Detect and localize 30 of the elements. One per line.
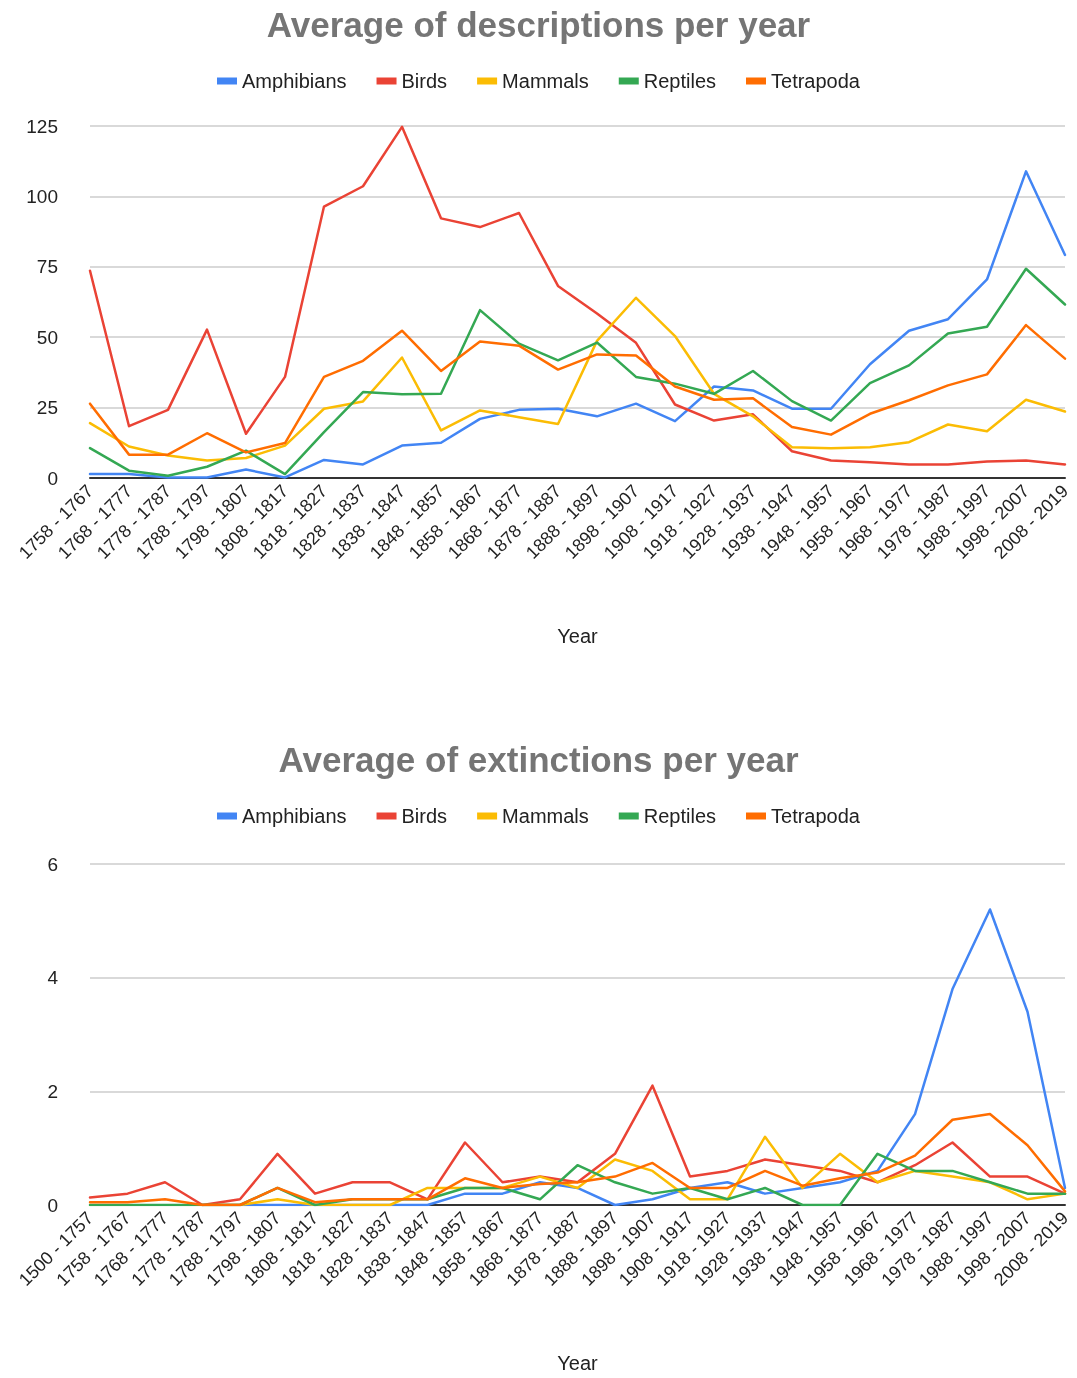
legend-label: Amphibians	[242, 805, 347, 827]
legend-label: Birds	[401, 805, 448, 827]
legend-label: Reptiles	[643, 70, 717, 92]
legend-label: Reptiles	[643, 805, 717, 827]
legend-label: Birds	[401, 70, 448, 92]
x-axis-title: Year	[557, 625, 599, 647]
legend-label: Amphibians	[242, 70, 347, 92]
y-tick-label: 25	[36, 397, 58, 419]
legend-label: Mammals	[502, 70, 589, 92]
line-series	[88, 323, 1067, 456]
chart-title: Average of extinctions per year	[278, 740, 799, 779]
y-tick-label: 2	[47, 1080, 58, 1102]
y-tick-label: 125	[26, 115, 58, 137]
line-series	[88, 1112, 1067, 1207]
line-series	[88, 170, 1067, 479]
y-tick-label: 0	[47, 1194, 58, 1216]
y-tick-label: 4	[47, 967, 59, 989]
y-tick-label: 50	[36, 326, 58, 348]
y-tick-label: 0	[47, 467, 58, 489]
legend-label: Tetrapoda	[771, 70, 861, 92]
line-series	[88, 296, 1067, 462]
x-axis-title: Year	[557, 1352, 599, 1374]
y-tick-label: 6	[47, 853, 58, 875]
y-tick-label: 100	[26, 185, 58, 207]
legend-label: Tetrapoda	[771, 805, 861, 827]
legend-label: Mammals	[502, 805, 589, 827]
line-series	[88, 267, 1067, 477]
y-tick-label: 75	[36, 256, 58, 278]
chart-title: Average of descriptions per year	[266, 5, 811, 44]
line-series	[88, 125, 1067, 466]
